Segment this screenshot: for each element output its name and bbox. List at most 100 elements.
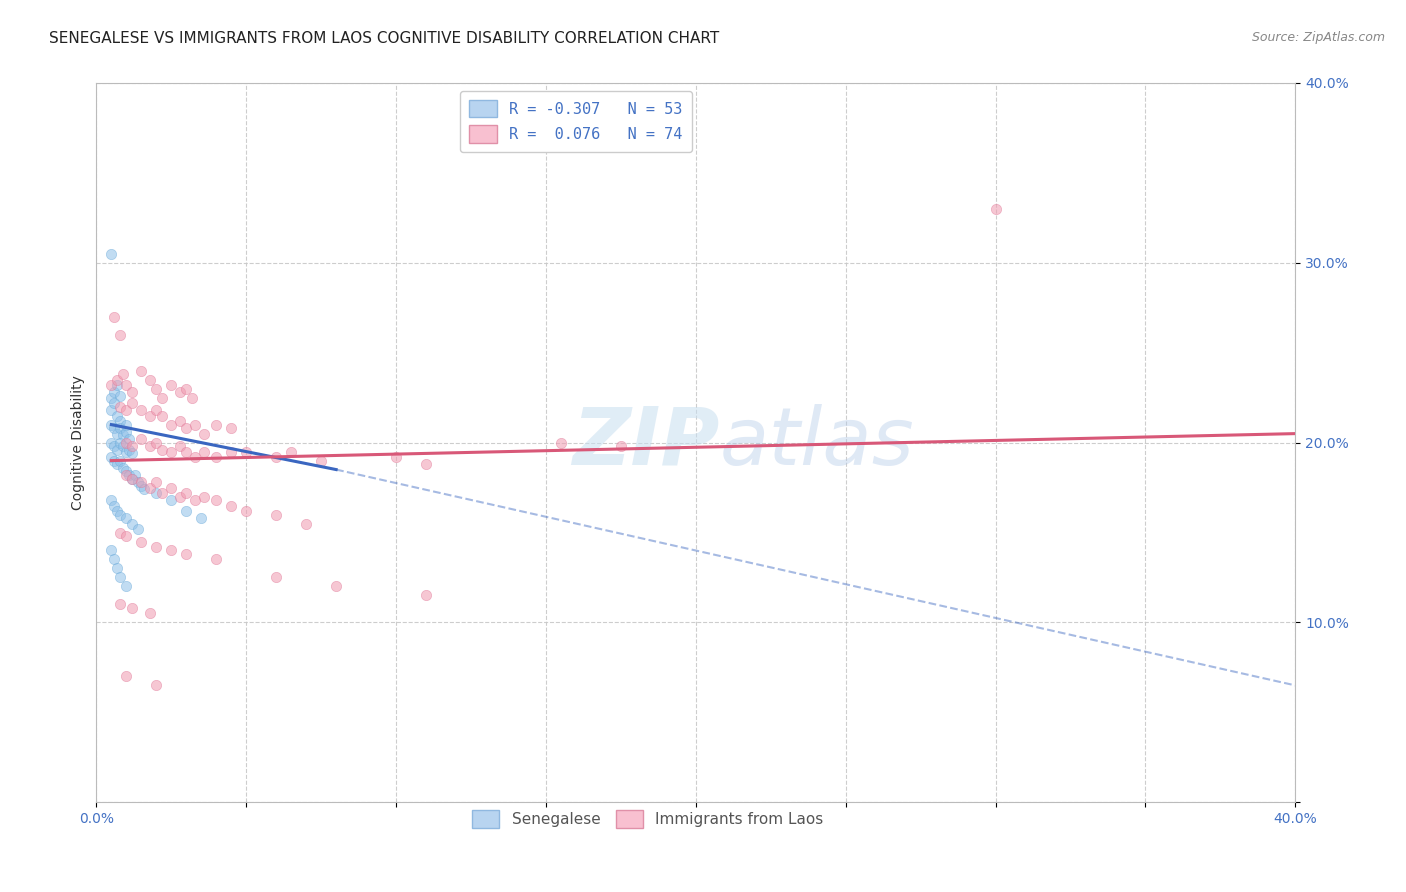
Point: [415, 457, 437, 471]
Point: [100, 378, 122, 392]
Point: [174, 444, 197, 458]
Point: [610, 439, 633, 453]
Text: ZIP: ZIP: [572, 403, 720, 482]
Point: [100, 417, 122, 432]
Point: [131, 432, 153, 446]
Point: [115, 417, 138, 432]
Point: [145, 403, 167, 417]
Point: [205, 552, 228, 566]
Point: [150, 442, 173, 457]
Point: [264, 508, 287, 522]
Point: [139, 607, 162, 621]
Point: [118, 432, 141, 446]
Point: [115, 529, 138, 543]
Point: [205, 417, 228, 432]
Point: [219, 499, 242, 513]
Point: [131, 364, 153, 378]
Point: [550, 435, 572, 450]
Point: [110, 598, 132, 612]
Point: [160, 417, 183, 432]
Point: [169, 385, 191, 400]
Point: [145, 486, 167, 500]
Point: [131, 475, 153, 490]
Point: [139, 409, 162, 423]
Point: [181, 391, 204, 405]
Point: [103, 385, 125, 400]
Point: [112, 368, 135, 382]
Point: [112, 460, 135, 475]
Point: [112, 439, 135, 453]
Point: [100, 450, 122, 464]
Point: [139, 481, 162, 495]
Text: SENEGALESE VS IMMIGRANTS FROM LAOS COGNITIVE DISABILITY CORRELATION CHART: SENEGALESE VS IMMIGRANTS FROM LAOS COGNI…: [49, 31, 720, 46]
Point: [100, 435, 122, 450]
Point: [103, 421, 125, 435]
Point: [121, 396, 143, 410]
Text: atlas: atlas: [720, 403, 914, 482]
Point: [150, 486, 173, 500]
Point: [235, 444, 257, 458]
Point: [169, 439, 191, 453]
Point: [110, 421, 132, 435]
Point: [115, 435, 138, 450]
Point: [184, 493, 207, 508]
Point: [103, 552, 125, 566]
Point: [174, 421, 197, 435]
Point: [110, 435, 132, 450]
Point: [190, 511, 212, 525]
Point: [121, 516, 143, 531]
Point: [115, 403, 138, 417]
Point: [131, 479, 153, 493]
Point: [205, 493, 228, 508]
Point: [264, 450, 287, 464]
Point: [219, 421, 242, 435]
Point: [105, 409, 128, 423]
Point: [160, 481, 183, 495]
Point: [184, 417, 207, 432]
Point: [115, 378, 138, 392]
Point: [325, 579, 347, 593]
Point: [193, 444, 215, 458]
Point: [134, 483, 156, 497]
Point: [100, 247, 122, 261]
Point: [110, 400, 132, 414]
Point: [100, 391, 122, 405]
Point: [150, 409, 173, 423]
Point: [160, 493, 183, 508]
Point: [115, 464, 138, 478]
Point: [385, 450, 408, 464]
Point: [103, 499, 125, 513]
Point: [145, 678, 167, 692]
Point: [160, 378, 183, 392]
Point: [105, 442, 128, 457]
Point: [121, 601, 143, 615]
Point: [145, 382, 167, 396]
Point: [145, 540, 167, 554]
Point: [105, 457, 128, 471]
Point: [415, 589, 437, 603]
Point: [103, 453, 125, 467]
Point: [103, 310, 125, 324]
Point: [110, 414, 132, 428]
Y-axis label: Cognitive Disability: Cognitive Disability: [72, 376, 86, 510]
Point: [127, 475, 149, 490]
Point: [150, 391, 173, 405]
Point: [100, 403, 122, 417]
Point: [139, 373, 162, 387]
Point: [139, 439, 162, 453]
Point: [264, 570, 287, 584]
Point: [105, 378, 128, 392]
Point: [235, 504, 257, 518]
Point: [103, 396, 125, 410]
Point: [295, 516, 318, 531]
Point: [115, 425, 138, 439]
Point: [110, 508, 132, 522]
Point: [118, 467, 141, 482]
Point: [984, 202, 1007, 216]
Point: [105, 426, 128, 441]
Point: [160, 543, 183, 558]
Point: [169, 490, 191, 504]
Point: [169, 414, 191, 428]
Point: [105, 504, 128, 518]
Point: [145, 435, 167, 450]
